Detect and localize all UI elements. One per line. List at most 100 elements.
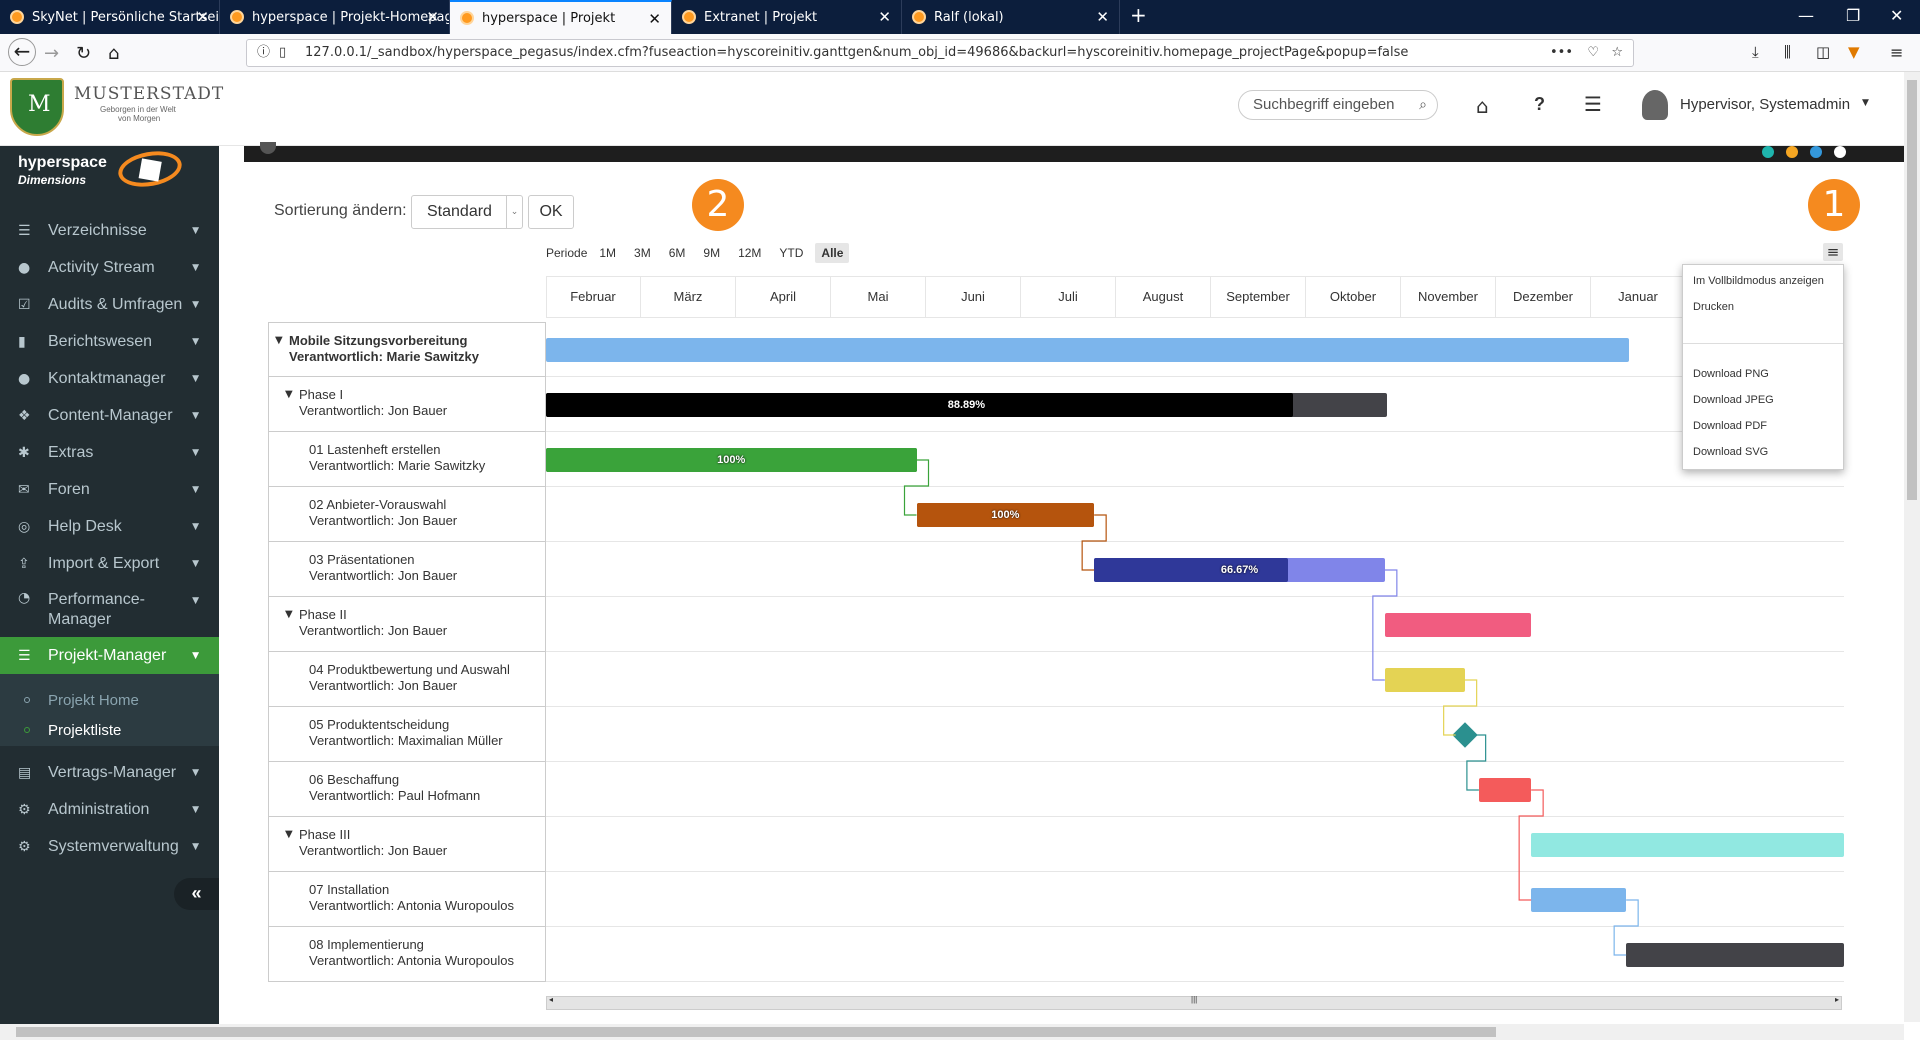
browser-tab[interactable]: hyperspace | Projekt-Homepag ✕	[220, 0, 450, 34]
task-label-cell[interactable]: 07 Installation Verantwortlich: Antonia W…	[268, 872, 546, 927]
period-button[interactable]: 12M	[738, 246, 762, 260]
sidebar-item-import-export[interactable]: ⇪ Import & Export ▼	[0, 545, 219, 582]
info-icon[interactable]: ⓘ	[257, 45, 271, 60]
period-button[interactable]: 3M	[634, 246, 651, 260]
sidebar-item-kontaktmanager[interactable]: ● Kontaktmanager ▼	[0, 360, 219, 397]
search-icon[interactable]: ⌕	[1419, 97, 1427, 113]
gantt-bar[interactable]: 66.67%	[1094, 558, 1385, 582]
menu-item-print[interactable]: Drucken	[1693, 301, 1734, 313]
milestone-diamond[interactable]	[1451, 722, 1478, 748]
gantt-bar[interactable]: 100%	[916, 503, 1095, 527]
sidebar-item-projekt-manager[interactable]: ☰ Projekt-Manager ▼	[0, 637, 219, 674]
period-button[interactable]: 6M	[668, 246, 686, 260]
close-window-icon[interactable]: ✕	[1890, 6, 1904, 25]
ok-button[interactable]: OK	[528, 195, 574, 229]
scroll-left-icon[interactable]: ◂	[549, 995, 554, 1004]
chevron-down-icon[interactable]: ▼	[1862, 98, 1869, 108]
back-icon[interactable]: ←	[8, 38, 36, 66]
task-label-cell[interactable]: ▼ Phase I Verantwortlich: Jon Bauer	[268, 377, 546, 432]
period-button[interactable]: Alle	[815, 243, 850, 263]
close-icon[interactable]: ✕	[878, 8, 891, 26]
restore-icon[interactable]: ❐	[1846, 6, 1861, 25]
menu-item-download-jpeg[interactable]: Download JPEG	[1693, 394, 1774, 406]
menu-item-download-svg[interactable]: Download SVG	[1693, 446, 1769, 458]
sidebar-subitem-projektliste[interactable]: Projektliste	[0, 715, 219, 745]
sort-select[interactable]: Standard ⌄	[411, 195, 523, 229]
sidebar-toggle-icon[interactable]: ◫	[1816, 43, 1831, 61]
search-input[interactable]: Suchbegriff eingeben ⌕	[1238, 90, 1438, 120]
period-button[interactable]: 9M	[703, 246, 721, 260]
close-icon[interactable]: ✕	[648, 10, 661, 28]
task-label-cell[interactable]: 02 Anbieter-Vorauswahl Verantwortlich: Jo…	[268, 487, 546, 542]
page-vertical-scrollbar[interactable]	[1904, 72, 1920, 1022]
collapse-triangle-icon[interactable]: ▼	[285, 609, 293, 620]
task-label-cell[interactable]: ▼ Phase II Verantwortlich: Jon Bauer	[268, 597, 546, 652]
sidebar-item-berichtswesen[interactable]: ▮ Berichtswesen ▼	[0, 323, 219, 360]
gantt-horizontal-scrollbar[interactable]: ◂ ||| ▸	[546, 995, 1842, 1010]
task-label-cell[interactable]: 06 Beschaffung Verantwortlich: Paul Hofma…	[268, 762, 546, 817]
sidebar-item-systemverwaltung[interactable]: ⚙ Systemverwaltung ▼	[0, 828, 219, 865]
browser-tab-active[interactable]: hyperspace | Projekt ✕	[450, 0, 672, 34]
downloads-icon[interactable]: ⤓	[1752, 43, 1759, 61]
gantt-bar[interactable]: 100%	[546, 448, 917, 472]
sidebar-item-extras[interactable]: ✱ Extras ▼	[0, 434, 219, 471]
pocket-icon[interactable]: ♡	[1587, 45, 1599, 60]
sidebar-subitem-projekt-home[interactable]: Projekt Home	[0, 685, 219, 715]
task-label-cell[interactable]: ▼ Mobile Sitzungsvorbereitung Verantwortli…	[268, 322, 546, 377]
close-icon[interactable]: ✕	[1096, 8, 1109, 26]
sidebar-item-activity-stream[interactable]: ● Activity Stream ▼	[0, 249, 219, 286]
gantt-bar[interactable]	[546, 338, 1629, 362]
browser-tab[interactable]: Extranet | Projekt ✕	[672, 0, 902, 34]
scroll-right-icon[interactable]: ▸	[1834, 995, 1839, 1004]
collapse-triangle-icon[interactable]: ▼	[285, 829, 293, 840]
collapse-triangle-icon[interactable]: ▼	[285, 389, 293, 400]
scroll-grip-icon[interactable]: |||	[1191, 995, 1198, 1004]
gantt-bar[interactable]	[1384, 668, 1465, 692]
extension-icon[interactable]: ▼	[1848, 43, 1860, 61]
help-icon[interactable]: ?	[1534, 94, 1545, 114]
chart-menu-icon[interactable]: ≡	[1823, 243, 1843, 261]
browser-tab[interactable]: Ralf (lokal) ✕	[902, 0, 1120, 34]
home-icon[interactable]: ⌂	[108, 43, 120, 64]
close-icon[interactable]: ✕	[426, 8, 439, 26]
sidebar-item-content-manager[interactable]: ❖ Content-Manager ▼	[0, 397, 219, 434]
task-label-cell[interactable]: 03 Präsentationen Verantwortlich: Jon Bau…	[268, 542, 546, 597]
menu-item-download-png[interactable]: Download PNG	[1693, 368, 1769, 380]
menu-item-download-pdf[interactable]: Download PDF	[1693, 420, 1767, 432]
scroll-thumb[interactable]	[16, 1027, 1496, 1037]
period-button[interactable]: 1M	[599, 246, 617, 260]
sidebar-item-vertrags-manager[interactable]: ▤ Vertrags-Manager ▼	[0, 754, 219, 791]
sidebar-item-audits[interactable]: ☑ Audits & Umfragen ▼	[0, 286, 219, 323]
browser-tab[interactable]: SkyNet | Persönliche Startseite ✕	[0, 0, 220, 34]
sidebar-item-performance-manager[interactable]: ◔ Performance-Manager ▼	[0, 582, 219, 634]
list-menu-icon[interactable]: ☰	[1584, 92, 1602, 116]
bookmark-star-icon[interactable]: ☆	[1611, 45, 1623, 60]
scroll-thumb[interactable]	[1907, 80, 1917, 500]
gantt-bar[interactable]	[1531, 888, 1627, 912]
page-horizontal-scrollbar[interactable]	[0, 1024, 1904, 1040]
task-label-cell[interactable]: 01 Lastenheft erstellen Verantwortlich: M…	[268, 432, 546, 487]
sidebar-item-foren[interactable]: ✉ Foren ▼	[0, 471, 219, 508]
gantt-bar[interactable]	[1478, 778, 1532, 802]
home-icon[interactable]: ⌂	[1476, 94, 1489, 118]
sidebar-item-help-desk[interactable]: ◎ Help Desk ▼	[0, 508, 219, 545]
url-input[interactable]: ⓘ ▯ 127.0.0.1/_sandbox/hyperspace_pegasu…	[246, 39, 1634, 67]
task-label-cell[interactable]: 05 Produktentscheidung Verantwortlich: Ma…	[268, 707, 546, 762]
minimize-icon[interactable]: —	[1798, 6, 1814, 25]
new-tab-icon[interactable]: +	[1130, 3, 1147, 27]
task-label-cell[interactable]: 04 Produktbewertung und Auswahl Verantwor…	[268, 652, 546, 707]
menu-icon[interactable]: ≡	[1890, 43, 1904, 62]
page-actions-icon[interactable]: •••	[1549, 45, 1573, 60]
gantt-bar[interactable]	[1531, 833, 1844, 857]
gantt-bar[interactable]	[1384, 613, 1532, 637]
gantt-bar[interactable]: 88.89%	[546, 393, 1387, 417]
collapse-triangle-icon[interactable]: ▼	[275, 335, 283, 346]
menu-item-fullscreen[interactable]: Im Vollbildmodus anzeigen	[1693, 275, 1824, 287]
sidebar-item-administration[interactable]: ⚙ Administration ▼	[0, 791, 219, 828]
sidebar-item-verzeichnisse[interactable]: ☰ Verzeichnisse ▼	[0, 212, 219, 249]
gantt-bar[interactable]	[1626, 943, 1844, 967]
forward-icon[interactable]: →	[44, 43, 60, 64]
task-label-cell[interactable]: ▼ Phase III Verantwortlich: Jon Bauer	[268, 817, 546, 872]
close-icon[interactable]: ✕	[196, 8, 209, 26]
task-label-cell[interactable]: 08 Implementierung Verantwortlich: Antoni…	[268, 927, 546, 982]
